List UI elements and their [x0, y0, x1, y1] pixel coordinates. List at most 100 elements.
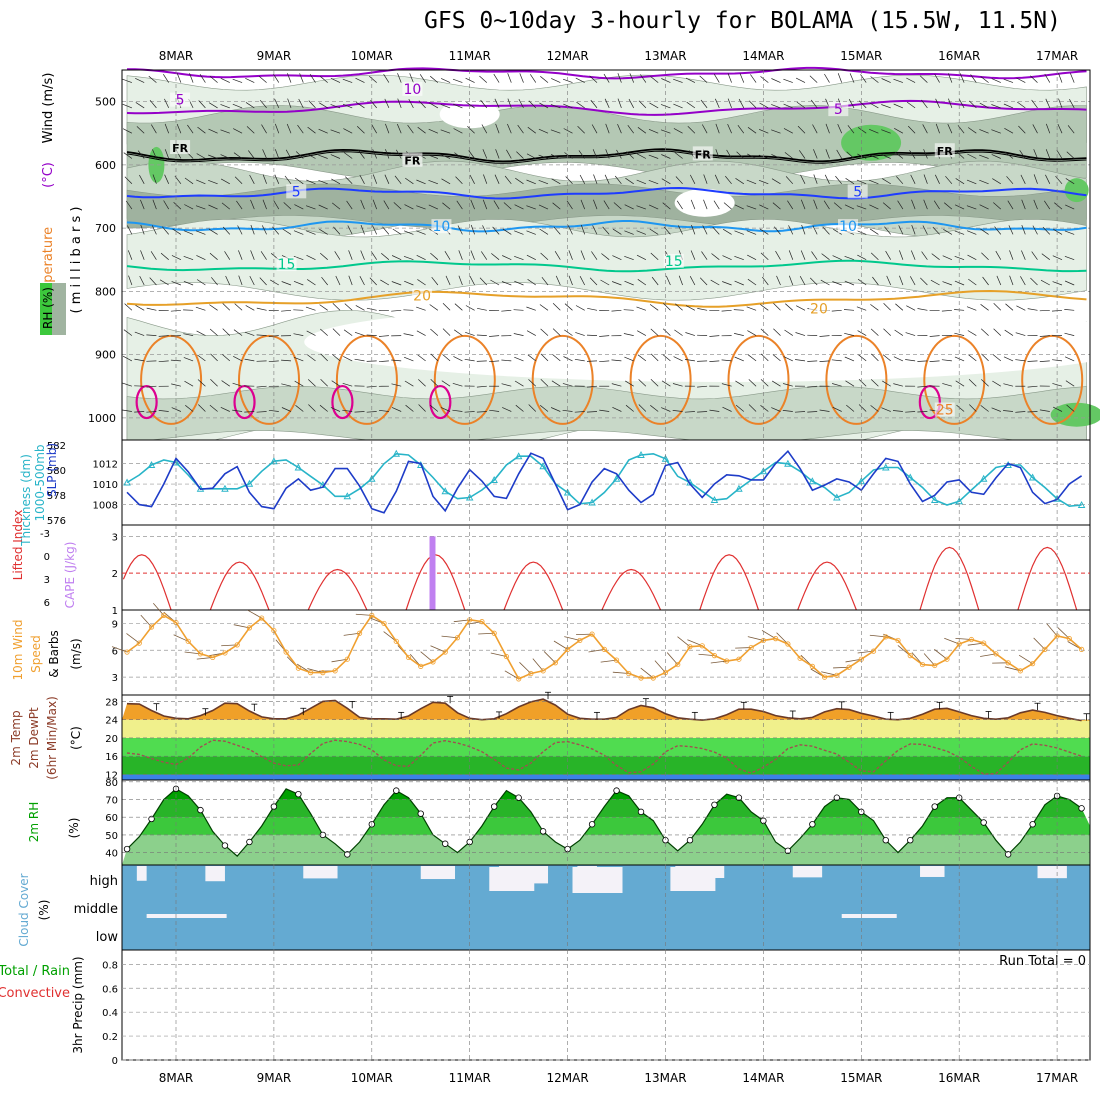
label-lifted-index: Lifted Index	[11, 510, 25, 581]
label-minmax: (6hr Min/Max)	[45, 696, 59, 780]
rh-point	[883, 837, 889, 843]
date-label-top: 13MAR	[644, 49, 686, 63]
date-label-top: 16MAR	[938, 49, 980, 63]
date-label-bottom: 11MAR	[449, 1071, 491, 1085]
date-label-bottom: 15MAR	[840, 1071, 882, 1085]
wind-barb	[697, 361, 707, 362]
y-tick-label: 900	[95, 349, 116, 362]
date-label-bottom: 16MAR	[938, 1071, 980, 1085]
rh-tick-label: 60	[105, 813, 118, 824]
precip-tick-label: 0.8	[102, 960, 118, 971]
rh-point	[247, 839, 253, 845]
contour-label: 20	[810, 301, 828, 317]
li-tick-label: -3	[40, 529, 50, 540]
label-convective: Convective	[0, 986, 70, 1001]
label-total-rain: Total / Rain	[0, 964, 70, 979]
temp-tick-label: 16	[105, 752, 118, 763]
cloud-mid-fill	[842, 914, 897, 918]
contour-label: 10	[403, 82, 421, 98]
contour-label: 5	[834, 102, 843, 118]
rh-point	[1030, 821, 1036, 827]
cape-bar	[429, 536, 435, 610]
label-millibars: ( m i l l i b a r s )	[69, 207, 84, 314]
label-wind-unit: Wind (m/s)	[41, 73, 56, 144]
date-label-top: 15MAR	[840, 49, 882, 63]
cloud-high-fill	[920, 866, 944, 877]
contour-label: FR	[937, 145, 954, 158]
contour-label: FR	[172, 142, 189, 155]
cloud-high-fill	[572, 867, 622, 893]
contour-label: 5	[176, 93, 185, 109]
rh-point	[393, 788, 399, 794]
cape-tick-label: 3	[112, 532, 118, 543]
date-label-top: 14MAR	[742, 49, 784, 63]
rh-point	[614, 788, 620, 794]
date-label-bottom: 17MAR	[1036, 1071, 1078, 1085]
temp-tick-label: 28	[105, 697, 118, 708]
contour-label: FR	[404, 155, 421, 168]
contour-label: FR	[695, 148, 712, 161]
slp-tick-label: 1008	[93, 501, 118, 512]
cloud-level-label: middle	[74, 902, 118, 917]
temp-color-band	[122, 720, 1090, 738]
date-label-bottom: 12MAR	[547, 1071, 589, 1085]
rh-point	[124, 846, 130, 852]
date-label-bottom: 10MAR	[351, 1071, 393, 1085]
wind-barb	[403, 310, 413, 311]
temp-tick-label: 20	[105, 734, 118, 745]
date-label-top: 12MAR	[547, 49, 589, 63]
contour-label: 10	[433, 219, 451, 235]
rh-point	[810, 821, 816, 827]
rh-tick-label: 80	[105, 778, 118, 789]
cloud-high-fill	[793, 866, 822, 877]
precip-tick-label: 0.6	[102, 984, 118, 995]
label-2m-dewpt: 2m DewPt	[27, 707, 41, 769]
rh-point	[198, 807, 204, 813]
date-label-bottom: 14MAR	[742, 1071, 784, 1085]
rh-shading	[127, 75, 1100, 449]
date-label-bottom: 8MAR	[159, 1071, 194, 1085]
rh-point	[540, 829, 546, 835]
label-rh-unit: (%)	[67, 818, 81, 839]
label-speed: Speed	[29, 635, 43, 673]
precip-panel-frame	[122, 950, 1090, 1060]
li-tick-label: 3	[44, 575, 50, 586]
slp-panel-frame	[122, 440, 1090, 525]
date-label-top: 17MAR	[1036, 49, 1078, 63]
run-total: Run Total = 0	[999, 954, 1086, 969]
wind-tick-label: 3	[112, 673, 118, 684]
contour-label: 5	[292, 184, 301, 200]
cape-tick-label: 1	[112, 606, 118, 617]
y-tick-label: 500	[95, 96, 116, 109]
label-2m-rh: 2m RH	[27, 802, 41, 843]
rh-color-band	[122, 835, 1090, 865]
label-10m-wind: 10m Wind	[11, 620, 25, 681]
cape-tick-label: 2	[112, 569, 118, 580]
rh-point	[418, 811, 424, 817]
rh-point	[442, 841, 448, 847]
contour-label: 15	[278, 257, 296, 273]
wind-barb	[587, 335, 597, 336]
wind-barb	[1040, 310, 1050, 311]
wind-barb	[587, 361, 597, 362]
y-tick-label: 800	[95, 285, 116, 298]
label-cloud-unit: (%)	[37, 900, 51, 921]
y-tick-label: 1000	[88, 412, 116, 425]
contour-label: 10	[839, 219, 857, 235]
rh-point	[907, 837, 913, 843]
label-precip: 3hr Precip (mm)	[71, 956, 85, 1053]
rh-point	[687, 837, 693, 843]
date-label-top: 9MAR	[257, 49, 292, 63]
label-temp-unit: (°C)	[69, 726, 83, 750]
label-barbs: & Barbs	[47, 630, 61, 678]
cloud-high-fill	[670, 867, 715, 891]
wind-barb	[917, 412, 927, 413]
rh-point	[589, 821, 595, 827]
date-label-top: 10MAR	[351, 49, 393, 63]
cloud-level-label: high	[90, 874, 118, 889]
label-slp: SLP (mb)	[45, 443, 59, 497]
y-tick-label: 700	[95, 222, 116, 235]
rh-point	[222, 843, 228, 849]
cape-panel-frame	[122, 525, 1090, 610]
